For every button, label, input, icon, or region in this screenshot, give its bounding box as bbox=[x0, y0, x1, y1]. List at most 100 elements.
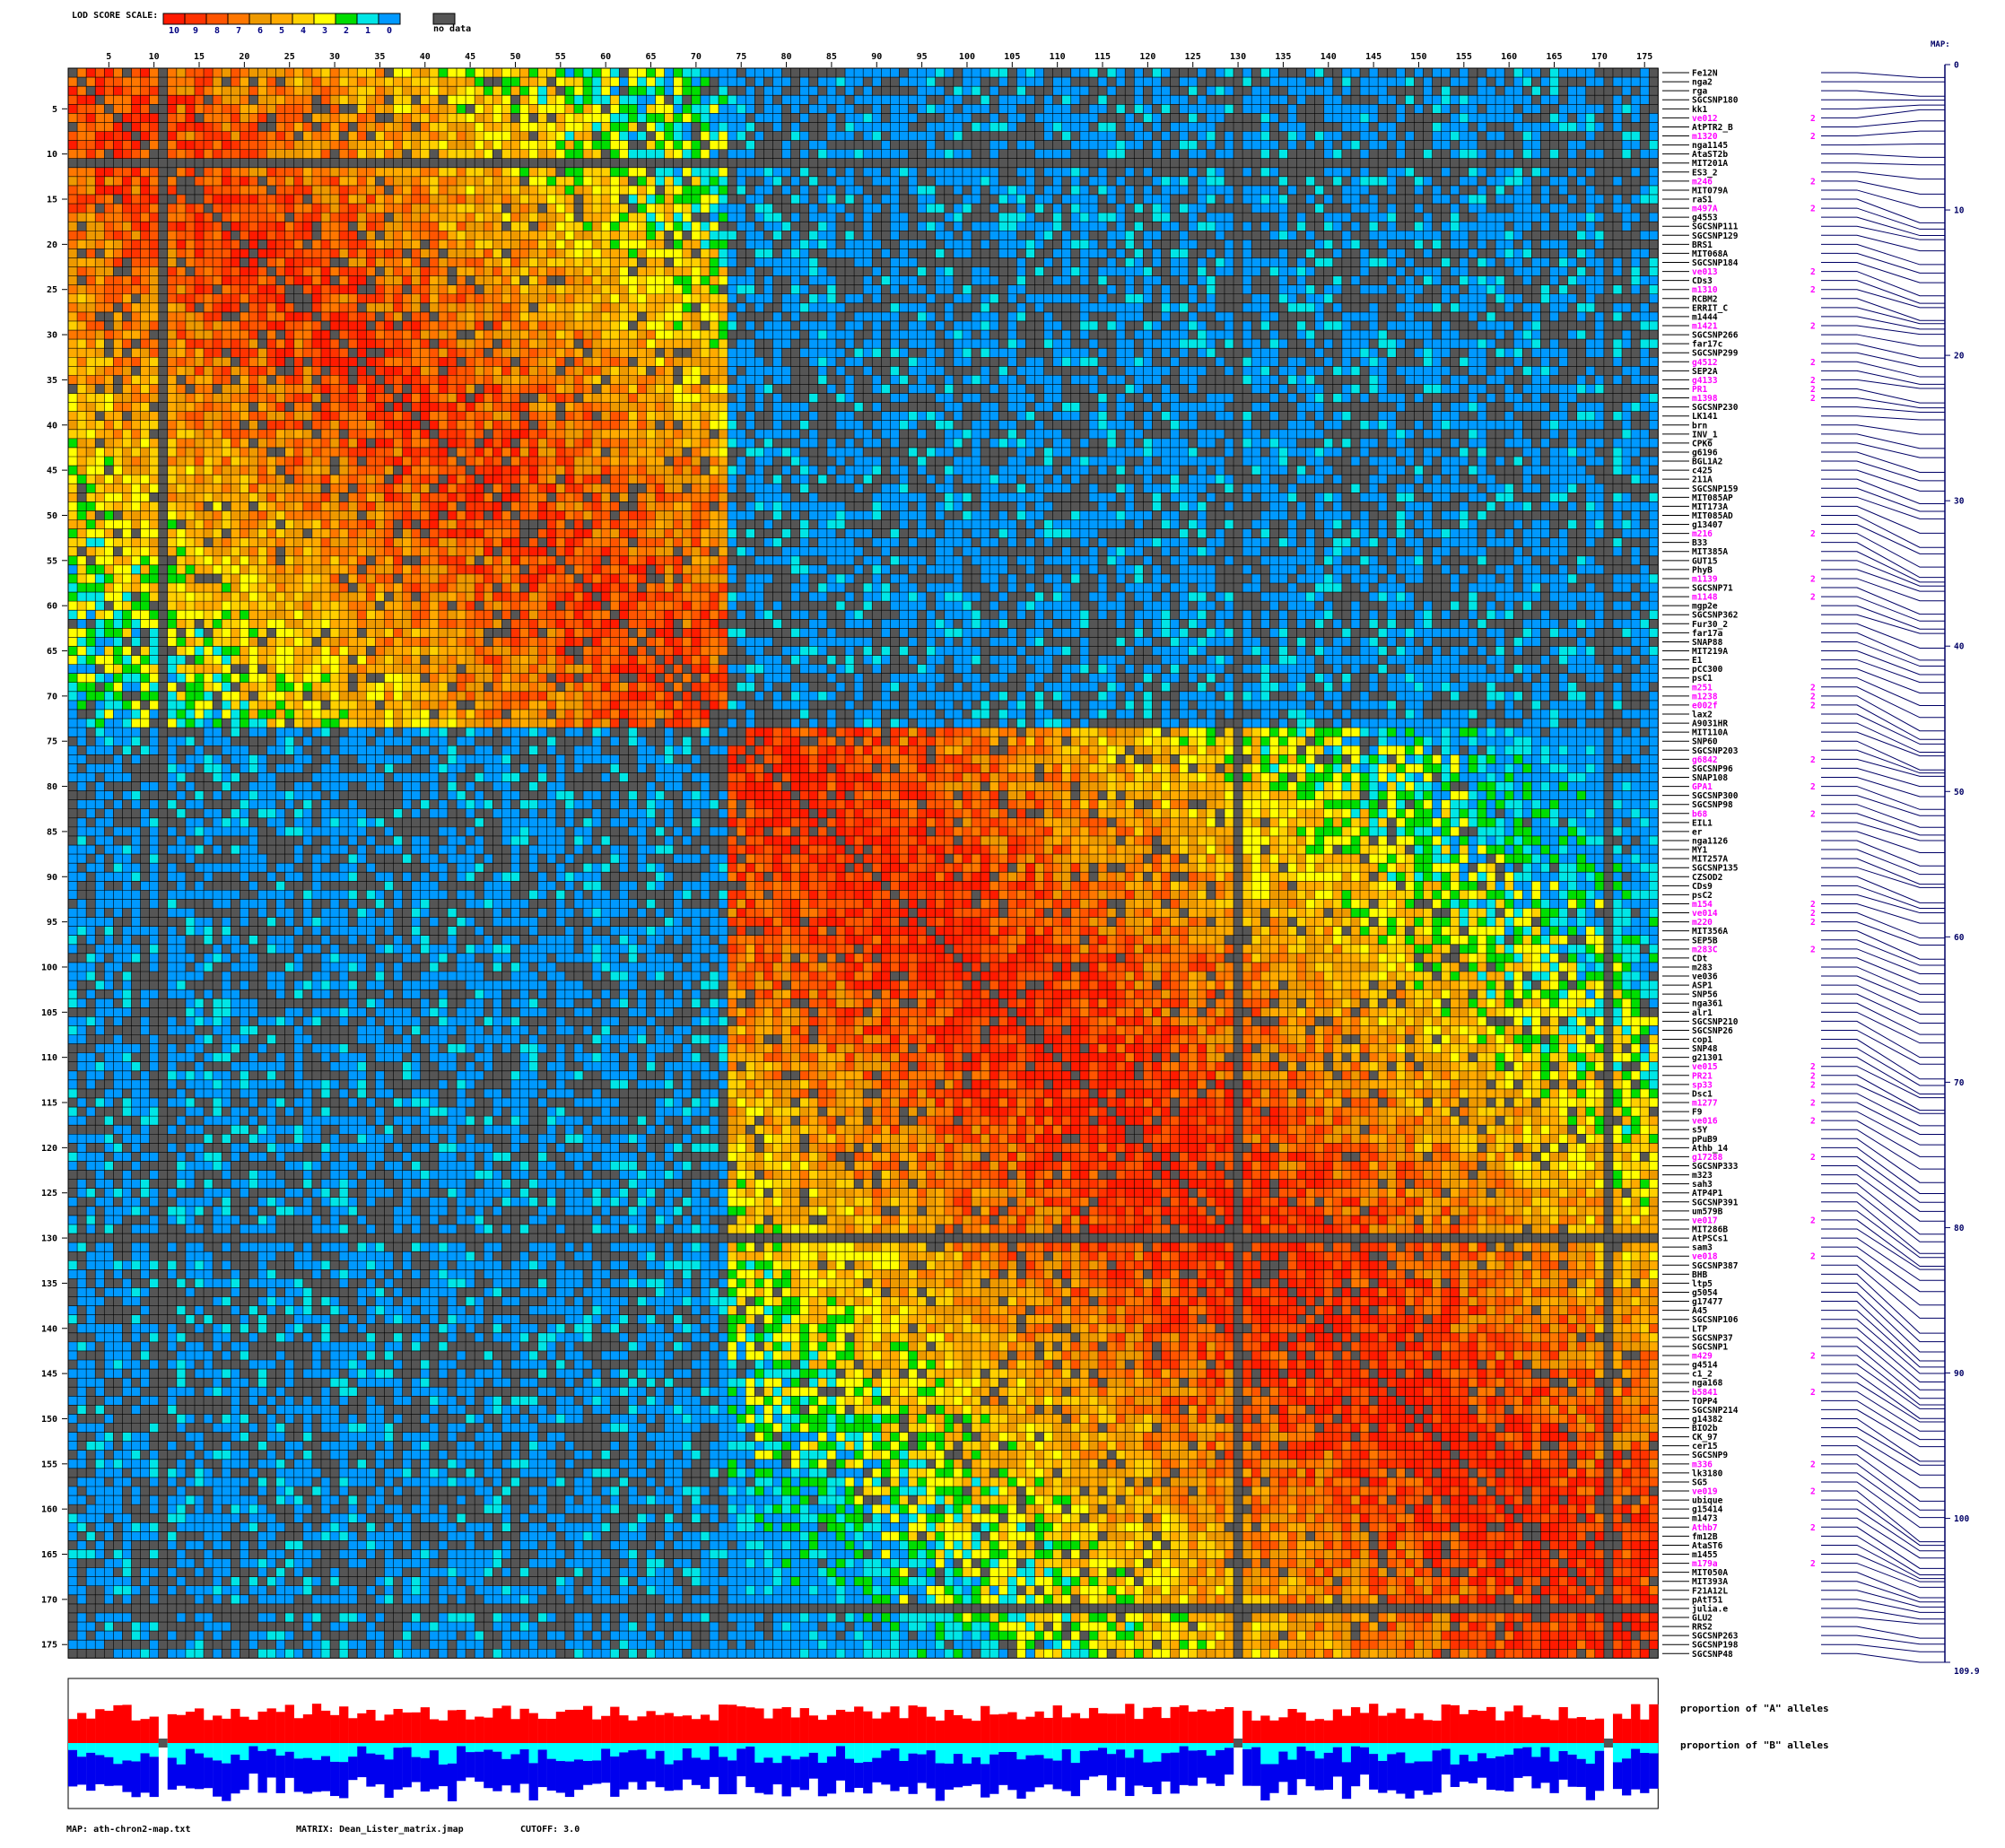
heat-cell bbox=[528, 77, 538, 87]
heat-cell bbox=[122, 1495, 132, 1505]
heat-cell bbox=[77, 519, 87, 529]
heat-cell bbox=[113, 1197, 123, 1207]
heat-cell bbox=[222, 122, 231, 132]
heat-cell bbox=[728, 77, 737, 87]
heat-cell bbox=[194, 582, 205, 593]
heat-cell bbox=[77, 1305, 87, 1315]
heat-cell bbox=[158, 1197, 168, 1207]
heat-cell bbox=[817, 167, 828, 177]
heat-cell bbox=[1215, 113, 1225, 123]
heat-cell bbox=[77, 1179, 87, 1189]
heat-cell bbox=[691, 149, 702, 159]
heat-cell bbox=[95, 537, 105, 547]
heat-cell bbox=[872, 149, 882, 159]
heat-cell bbox=[68, 1495, 78, 1505]
heat-cell bbox=[122, 1622, 132, 1632]
heat-cell bbox=[763, 131, 773, 141]
heat-cell bbox=[176, 908, 187, 918]
heat-cell bbox=[1152, 68, 1162, 78]
heat-cell bbox=[185, 1233, 196, 1243]
heat-cell bbox=[1007, 113, 1017, 123]
heat-cell bbox=[1594, 149, 1605, 159]
heat-cell bbox=[158, 926, 168, 936]
heat-cell bbox=[77, 140, 87, 150]
heat-cell bbox=[781, 131, 791, 141]
heat-cell bbox=[1260, 185, 1270, 196]
heat-cell bbox=[104, 240, 114, 249]
heat-cell bbox=[77, 68, 87, 78]
heat-cell bbox=[86, 1025, 96, 1035]
heat-cell bbox=[68, 167, 78, 177]
heat-cell bbox=[1341, 140, 1352, 150]
heat-cell bbox=[140, 1070, 150, 1080]
heat-cell bbox=[131, 537, 141, 547]
heat-cell bbox=[131, 466, 141, 475]
heat-cell bbox=[185, 510, 196, 520]
heat-cell bbox=[1143, 149, 1153, 159]
heat-cell bbox=[185, 546, 196, 556]
heat-cell bbox=[1152, 104, 1162, 114]
heat-cell bbox=[1649, 95, 1659, 105]
heat-cell bbox=[1631, 77, 1641, 87]
heat-cell bbox=[86, 149, 96, 159]
heat-cell bbox=[266, 158, 276, 168]
heat-cell bbox=[393, 131, 403, 141]
heat-cell bbox=[113, 140, 123, 150]
heat-cell bbox=[1522, 77, 1532, 87]
heat-cell bbox=[158, 420, 168, 430]
heat-cell bbox=[592, 176, 602, 187]
heat-cell bbox=[140, 1522, 150, 1532]
heat-cell bbox=[1585, 104, 1595, 114]
heat-cell bbox=[628, 167, 638, 177]
heat-cell bbox=[149, 772, 159, 782]
heat-cell bbox=[420, 122, 430, 132]
heat-cell bbox=[1188, 185, 1198, 196]
heat-cell bbox=[953, 77, 963, 87]
heat-cell bbox=[104, 1567, 114, 1577]
heat-cell bbox=[348, 140, 358, 150]
heat-cell bbox=[113, 257, 123, 267]
heat-cell bbox=[194, 257, 205, 267]
heat-cell bbox=[158, 248, 168, 258]
heat-cell bbox=[158, 320, 168, 331]
heat-cell bbox=[673, 104, 683, 114]
heat-cell bbox=[86, 998, 96, 1008]
heat-cell bbox=[1161, 185, 1171, 196]
heat-cell bbox=[1522, 95, 1532, 105]
heat-cell bbox=[113, 1631, 123, 1641]
heat-cell bbox=[854, 158, 864, 168]
heat-cell bbox=[131, 754, 141, 764]
heat-cell bbox=[194, 330, 205, 340]
heat-cell bbox=[158, 582, 168, 593]
heat-cell bbox=[863, 176, 873, 187]
heat-cell bbox=[77, 1143, 87, 1153]
heat-cell bbox=[104, 1450, 114, 1460]
heat-cell bbox=[1296, 122, 1306, 132]
heat-cell bbox=[447, 176, 458, 187]
heat-cell bbox=[1612, 122, 1623, 132]
heat-cell bbox=[149, 917, 159, 927]
heat-cell bbox=[86, 845, 96, 855]
heat-cell bbox=[1287, 68, 1297, 78]
heat-cell bbox=[411, 149, 421, 159]
heat-cell bbox=[149, 457, 159, 466]
heat-cell bbox=[131, 1477, 141, 1487]
heat-cell bbox=[528, 113, 538, 123]
heat-cell bbox=[1088, 149, 1099, 159]
heat-cell bbox=[185, 1495, 196, 1505]
scale-swatch-nodata bbox=[432, 13, 456, 25]
heat-cell bbox=[564, 86, 575, 96]
heat-cell bbox=[122, 393, 132, 403]
heat-cell bbox=[140, 457, 150, 466]
heat-cell bbox=[555, 104, 565, 114]
heat-cell bbox=[375, 149, 385, 159]
heat-cell bbox=[275, 194, 285, 205]
heat-cell bbox=[1215, 86, 1225, 96]
heat-cell bbox=[1540, 185, 1550, 196]
heat-cell bbox=[68, 1161, 78, 1171]
heat-cell bbox=[176, 655, 187, 665]
heat-cell bbox=[167, 1405, 177, 1415]
heat-cell bbox=[122, 167, 132, 177]
heat-cell bbox=[1612, 104, 1623, 114]
heat-cell bbox=[745, 122, 755, 132]
